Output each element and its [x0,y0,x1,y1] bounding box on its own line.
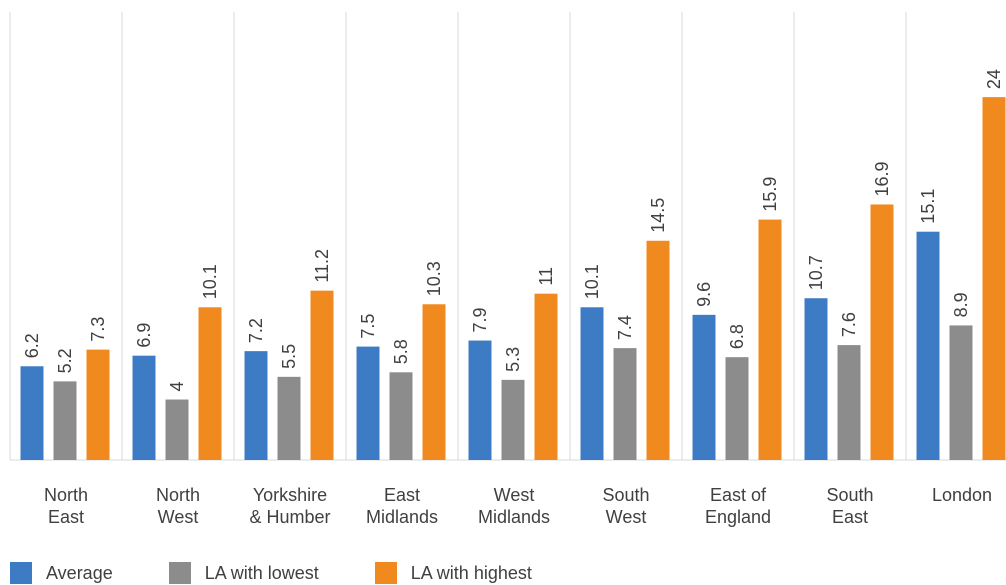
data-label: 6.8 [727,324,747,349]
x-tick-label: South East [826,485,874,527]
data-label: 11 [536,267,556,286]
x-tick-label: East Midlands [365,485,439,527]
bar [692,314,716,460]
bar [86,349,110,460]
bar [244,351,268,460]
x-tick-label: South West [602,485,650,527]
bar [53,381,77,460]
data-label: 5.8 [391,339,411,364]
legend-label: LA with highest [410,562,532,583]
bar [198,307,222,460]
bar [613,348,637,460]
legend-item: LA with highest [374,562,532,584]
data-label: 24 [984,69,1004,89]
x-tick-label: London [931,485,993,505]
bar [580,307,604,460]
data-label: 7.6 [839,312,859,337]
bar [422,304,446,460]
data-label: 7.2 [246,318,266,343]
data-label: 5.2 [55,348,75,373]
bar [837,345,861,460]
bar [501,379,525,460]
legend-label: Average [46,562,113,583]
data-label: 8.9 [951,292,971,317]
data-label: 7.4 [615,315,635,340]
bar [646,240,670,460]
bar [804,298,828,460]
legend-swatch [374,562,397,584]
data-label: 10.1 [582,264,602,299]
bar [725,357,749,460]
x-tick-label: Yorkshire & Humber [249,485,331,527]
legend-item: LA with lowest [168,562,319,584]
bar [468,340,492,460]
data-label: 10.1 [200,264,220,299]
bar [277,376,301,460]
legend-swatch [168,562,191,584]
data-label: 7.3 [88,317,108,342]
data-label: 9.6 [694,282,714,307]
legend-item: Average [10,562,113,584]
data-label: 15.9 [760,177,780,212]
bar [20,366,44,460]
data-label: 11.2 [312,249,332,283]
bar [389,372,413,460]
x-tick-label: West Midlands [477,485,551,527]
data-label: 5.3 [503,347,523,372]
bar [132,355,156,460]
data-label: 5.5 [279,344,299,369]
data-label: 10.7 [806,255,826,290]
data-label: 4 [167,382,187,392]
bar [758,219,782,460]
bar [356,346,380,460]
bar [534,293,558,460]
data-label: 16.9 [872,161,892,196]
bar [165,399,189,460]
data-label: 15.1 [918,189,938,224]
legend-swatch [10,562,32,584]
data-label: 14.5 [648,198,668,233]
legend-label: LA with lowest [204,562,319,583]
bar [870,204,894,460]
x-tick-label: North West [155,485,200,527]
data-label: 7.9 [470,308,490,333]
data-label: 10.3 [424,261,444,296]
legend: Average LA with lowest LA with highest [10,562,588,584]
bar [949,325,973,460]
bar [916,231,940,460]
data-label: 6.9 [134,323,154,348]
bar [982,97,1006,461]
x-tick-label: North East [43,485,88,527]
x-tick-label: East of England [704,485,772,527]
data-label: 6.2 [22,333,42,358]
bar [310,290,334,460]
data-label: 7.5 [358,314,378,339]
